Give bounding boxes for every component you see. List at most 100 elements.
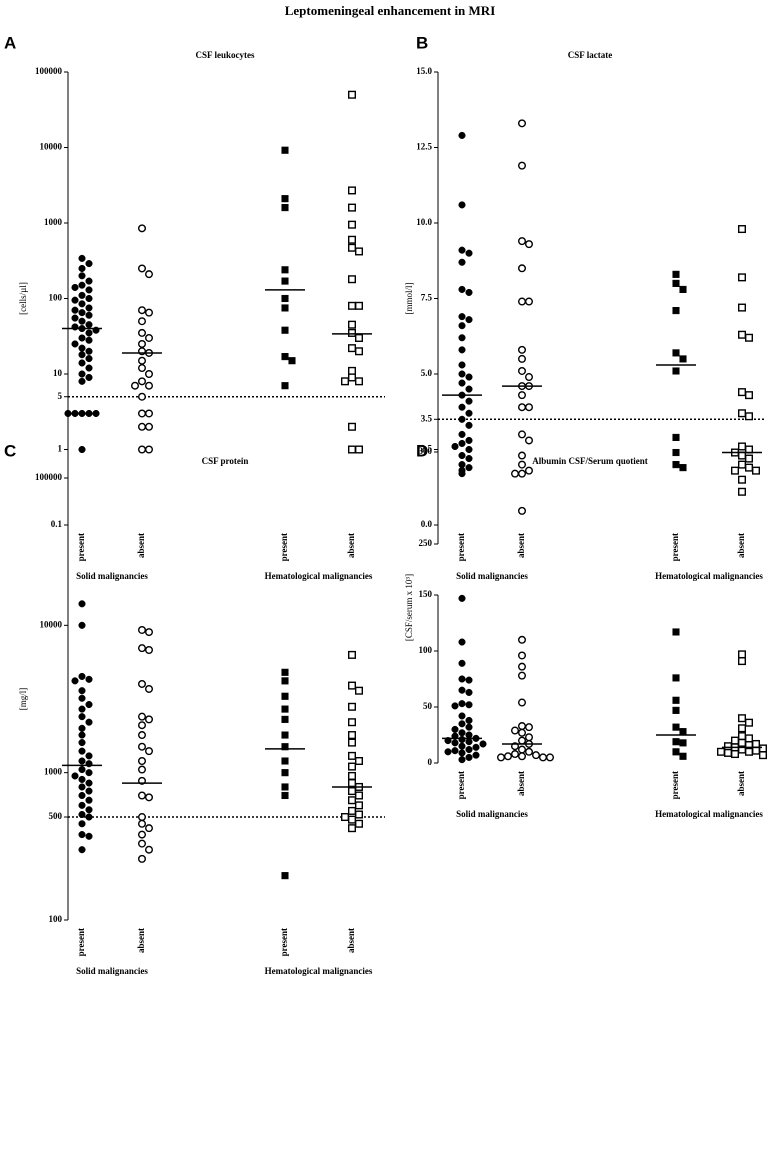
data-point (738, 650, 747, 659)
data-point (717, 747, 726, 756)
data-point (518, 635, 527, 644)
data-point (458, 313, 466, 321)
data-point (78, 351, 86, 359)
data-point (465, 738, 473, 746)
data-point (451, 442, 459, 451)
data-point (355, 757, 364, 766)
data-point (672, 349, 680, 357)
data-point (281, 872, 289, 880)
data-point (458, 735, 466, 744)
data-point (78, 291, 86, 299)
panel-letter: A (4, 33, 16, 52)
y-tick-label: 0.0 (421, 519, 433, 529)
data-point (458, 720, 466, 728)
data-point (281, 266, 289, 274)
data-point (137, 445, 146, 454)
data-point (348, 796, 357, 805)
data-point (451, 739, 459, 747)
data-point (458, 430, 466, 438)
data-point (458, 258, 466, 266)
data-point (511, 469, 520, 478)
data-point (85, 311, 93, 319)
data-point (465, 676, 473, 684)
data-point (348, 203, 357, 212)
category-label: absent (516, 533, 526, 558)
data-point (458, 675, 466, 683)
group-label: Hematological malignancies (265, 966, 373, 976)
data-point (738, 330, 747, 339)
data-point (458, 285, 466, 293)
data-point (137, 644, 146, 653)
data-point (281, 146, 289, 154)
data-point (679, 739, 687, 747)
data-point (465, 688, 473, 696)
group-label: Solid malignancies (456, 809, 528, 819)
data-point (78, 694, 86, 702)
panel-title: CSF lactate (568, 50, 612, 60)
data-point (85, 813, 93, 821)
data-point (281, 715, 289, 723)
data-point (281, 705, 289, 713)
data-point (144, 270, 153, 279)
data-point (281, 757, 289, 765)
data-point (144, 308, 153, 317)
data-point (144, 409, 153, 418)
data-point (144, 381, 153, 390)
data-point (672, 279, 680, 287)
category-label: present (456, 533, 466, 561)
data-point (144, 747, 153, 756)
data-point (281, 382, 289, 390)
data-point (348, 373, 357, 382)
data-point (137, 409, 146, 418)
data-point (281, 304, 289, 312)
category-label: absent (346, 533, 356, 558)
data-point (64, 409, 72, 418)
data-point (85, 277, 93, 285)
data-point (679, 728, 687, 736)
data-point (281, 195, 289, 203)
data-point (71, 772, 79, 780)
data-point (137, 830, 146, 839)
y-axis-label: [CSF/serum x 10³] (404, 574, 414, 641)
data-point (525, 436, 534, 445)
category-label: absent (136, 928, 146, 953)
data-point (731, 736, 740, 745)
data-point (724, 748, 733, 757)
data-point (458, 361, 466, 369)
data-point (144, 793, 153, 802)
data-point (458, 451, 466, 460)
data-point (738, 388, 747, 397)
data-point (78, 254, 86, 262)
y-tick-label: 100000 (35, 66, 63, 76)
data-point (144, 646, 153, 655)
data-point (458, 729, 466, 737)
data-point (458, 379, 466, 387)
data-point (71, 296, 79, 304)
data-point (355, 801, 364, 810)
data-point (137, 339, 146, 348)
data-point (672, 696, 680, 704)
data-point (78, 281, 86, 289)
data-point (518, 662, 527, 671)
data-point (281, 326, 289, 334)
data-point (745, 734, 754, 743)
data-point (71, 677, 79, 685)
data-point (78, 791, 86, 800)
data-point (465, 445, 473, 454)
data-point (137, 765, 146, 774)
data-point (71, 340, 79, 348)
y-axis-label: [mmol/l] (404, 283, 414, 315)
data-point (355, 377, 364, 386)
data-point (78, 317, 86, 325)
panel-letter: C (4, 441, 16, 460)
data-point (281, 783, 289, 791)
data-point (672, 307, 680, 315)
data-point (85, 294, 93, 303)
group-label: Hematological malignancies (655, 809, 763, 819)
data-point (465, 373, 473, 381)
data-point (144, 824, 153, 833)
data-point (759, 744, 768, 753)
data-point (518, 264, 527, 273)
data-point (281, 677, 289, 685)
group-label: Solid malignancies (456, 571, 528, 581)
